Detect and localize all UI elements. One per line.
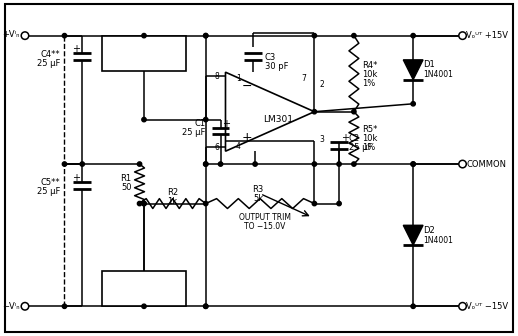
- Text: C1: C1: [195, 119, 206, 128]
- Text: 50: 50: [121, 183, 132, 192]
- Circle shape: [352, 162, 356, 166]
- Text: 2: 2: [319, 80, 324, 89]
- Circle shape: [312, 110, 316, 114]
- Text: 10k: 10k: [362, 70, 377, 79]
- Circle shape: [312, 201, 316, 206]
- Text: LM79M15: LM79M15: [118, 284, 170, 294]
- Circle shape: [253, 162, 257, 166]
- Text: 7: 7: [301, 74, 307, 83]
- Circle shape: [204, 162, 208, 166]
- Circle shape: [411, 101, 415, 106]
- Circle shape: [204, 162, 208, 166]
- Circle shape: [352, 110, 356, 114]
- Text: R4*: R4*: [362, 61, 377, 70]
- Circle shape: [142, 201, 146, 206]
- Circle shape: [62, 34, 67, 38]
- Circle shape: [62, 162, 67, 166]
- Text: C5**: C5**: [41, 178, 61, 187]
- Text: 1%: 1%: [362, 79, 375, 88]
- Circle shape: [312, 34, 316, 38]
- Text: 10k: 10k: [362, 134, 377, 143]
- Polygon shape: [404, 225, 423, 245]
- Circle shape: [459, 160, 466, 168]
- Text: 5k: 5k: [253, 194, 263, 203]
- Text: 1N4001: 1N4001: [423, 70, 453, 79]
- Text: 4: 4: [236, 142, 241, 151]
- Text: 25 μF: 25 μF: [182, 128, 206, 137]
- Text: 8: 8: [215, 72, 220, 81]
- Text: 1k: 1k: [168, 197, 178, 206]
- Circle shape: [204, 304, 208, 308]
- Text: D1: D1: [423, 60, 435, 69]
- Text: 1%: 1%: [362, 143, 375, 152]
- Text: 1N4001: 1N4001: [423, 236, 453, 245]
- Text: +: +: [223, 119, 231, 129]
- Circle shape: [204, 201, 208, 206]
- Circle shape: [62, 304, 67, 308]
- Circle shape: [204, 304, 208, 308]
- Circle shape: [142, 117, 146, 122]
- Text: 25 μF: 25 μF: [37, 187, 61, 196]
- Circle shape: [142, 34, 146, 38]
- Circle shape: [411, 162, 415, 166]
- Circle shape: [23, 304, 27, 308]
- Text: +: +: [341, 133, 349, 143]
- Circle shape: [23, 34, 27, 38]
- Text: Vₒᵁᵀ +15V: Vₒᵁᵀ +15V: [467, 31, 509, 40]
- Circle shape: [411, 162, 415, 166]
- Circle shape: [137, 201, 142, 206]
- Circle shape: [21, 302, 28, 310]
- Polygon shape: [404, 60, 423, 80]
- Circle shape: [352, 34, 356, 38]
- Text: 1: 1: [236, 74, 241, 83]
- Circle shape: [142, 201, 146, 206]
- Text: COMMON: COMMON: [467, 160, 507, 169]
- Text: LM341P-15: LM341P-15: [113, 48, 175, 58]
- Circle shape: [337, 162, 341, 166]
- Circle shape: [459, 302, 466, 310]
- Circle shape: [204, 34, 208, 38]
- Text: C4**: C4**: [41, 50, 61, 59]
- Text: Vₒᵁᵀ −15V: Vₒᵁᵀ −15V: [467, 302, 509, 311]
- Text: R5*: R5*: [362, 125, 377, 134]
- Text: R1: R1: [121, 174, 132, 183]
- Circle shape: [411, 304, 415, 308]
- Circle shape: [411, 34, 415, 38]
- Text: 3: 3: [319, 135, 324, 144]
- Circle shape: [80, 162, 84, 166]
- Circle shape: [459, 32, 466, 39]
- Text: R3: R3: [252, 185, 264, 194]
- Text: 6: 6: [214, 143, 220, 152]
- Text: D2: D2: [423, 226, 435, 235]
- Text: LM301: LM301: [263, 115, 293, 124]
- Text: −Vᴵₙ: −Vᴵₙ: [3, 302, 20, 311]
- Text: 30 pF: 30 pF: [265, 62, 289, 71]
- Text: 25 μF: 25 μF: [349, 143, 372, 152]
- Text: +: +: [73, 44, 80, 54]
- Bar: [102, 36, 186, 71]
- Circle shape: [21, 32, 28, 39]
- Text: R2: R2: [167, 188, 178, 197]
- Text: 25 μF: 25 μF: [37, 59, 61, 68]
- Text: +Vᴵₙ: +Vᴵₙ: [3, 30, 20, 39]
- Text: C3: C3: [265, 53, 276, 62]
- Circle shape: [312, 162, 316, 166]
- Text: −: −: [242, 80, 252, 92]
- Text: TO −15.0V: TO −15.0V: [244, 222, 286, 231]
- Circle shape: [204, 34, 208, 38]
- Text: C2: C2: [349, 134, 360, 143]
- Circle shape: [204, 117, 208, 122]
- Text: +: +: [242, 131, 253, 144]
- Circle shape: [337, 201, 341, 206]
- Circle shape: [137, 162, 142, 166]
- Circle shape: [142, 304, 146, 308]
- Bar: [102, 271, 186, 306]
- Circle shape: [219, 162, 223, 166]
- Text: +: +: [73, 173, 80, 183]
- Text: OUTPUT TRIM: OUTPUT TRIM: [239, 213, 291, 222]
